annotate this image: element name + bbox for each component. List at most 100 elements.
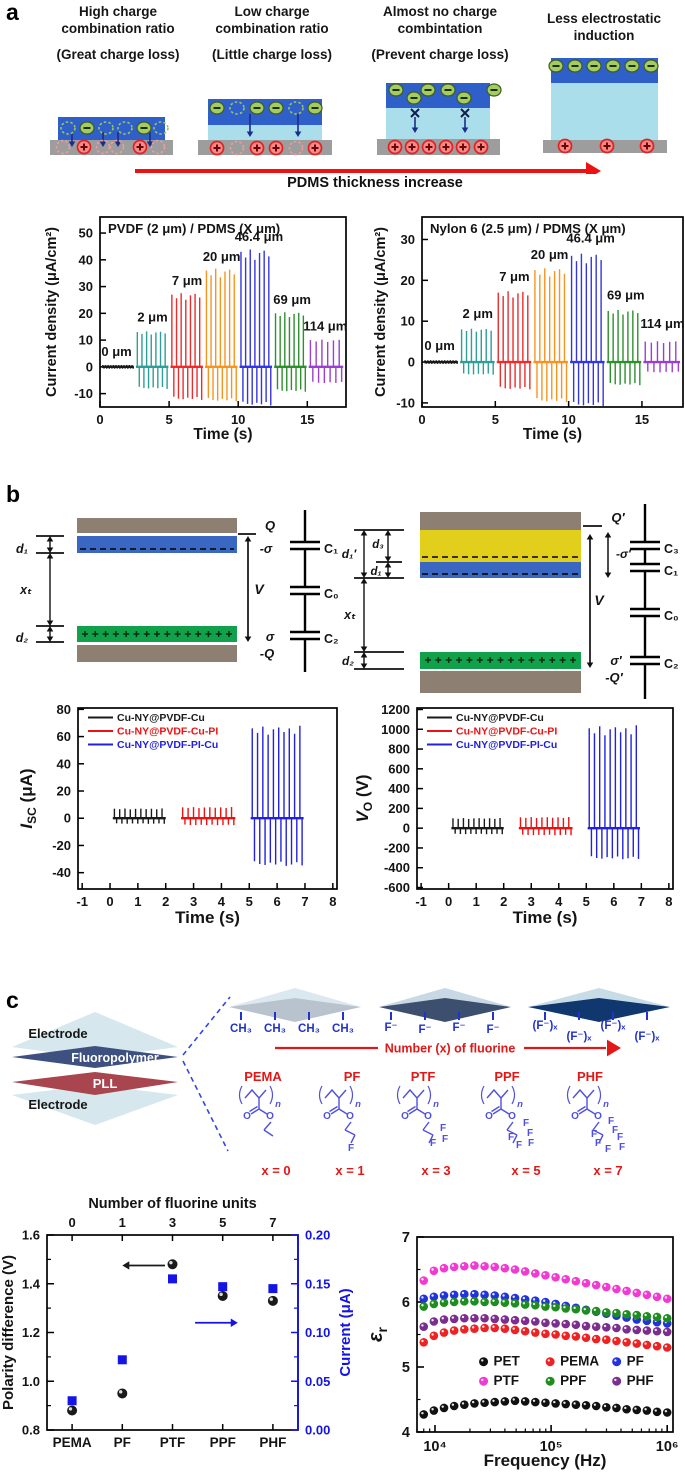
group-label: 2 μm	[463, 306, 493, 321]
y-tick-label: 6	[402, 1295, 410, 1311]
y-tick-label: -600	[384, 880, 410, 895]
chem-F: F	[527, 1128, 533, 1139]
polymer-name: PEMA	[244, 1069, 282, 1084]
header-line: combination ratio	[61, 21, 175, 36]
legend-entry: PEMA	[560, 1354, 599, 1369]
y-tick-label: -400	[384, 860, 410, 875]
group-label: 2 μm	[137, 309, 167, 324]
x-axis-label: Time (s)	[175, 908, 240, 927]
device-electrode-top: Electrode	[28, 1026, 87, 1041]
x-tick-label: 10⁴	[423, 1439, 446, 1455]
fluorine-arrow-label: Number (x) of fluorine	[385, 1042, 516, 1056]
chart-permittivity: 10⁴ 10⁵ 10⁶ 4 5 6 7 Frequency (Hz) εr PET PEMA PF PT…	[360, 1192, 685, 1474]
group-label: 20 μm	[203, 249, 241, 264]
y-tick-label: 1.2	[22, 1325, 40, 1340]
surface-unit-label: (F⁻)ₓ	[533, 1020, 559, 1032]
dim-d2: d₂	[16, 631, 29, 645]
legend-entry: Cu-NY@PVDF-PI-Cu	[117, 739, 218, 751]
x-tick-label: 0	[418, 412, 425, 427]
capacitor-label: C₁	[324, 542, 338, 556]
legend-entry: PHF	[627, 1373, 654, 1388]
device-electrode-bottom: Electrode	[28, 1097, 87, 1112]
y-axis-label: Current density (μA/cm²)	[44, 227, 60, 397]
y-tick-label: 1000	[381, 722, 410, 737]
category-label: PF	[114, 1435, 131, 1450]
chem-n: n	[275, 1099, 281, 1110]
y-tick-label: -10	[74, 386, 93, 401]
y-tick-label: 20	[79, 306, 93, 321]
device-fluoropolymer: Fluoropolymer	[71, 1051, 159, 1065]
y-tick-label-right: 0.05	[305, 1374, 330, 1389]
y-tick-label: 20	[57, 784, 71, 799]
x-tick-label: 10	[231, 412, 245, 427]
header-line: Less electrostatic	[546, 11, 662, 26]
x-tick-label: 4	[218, 894, 226, 909]
y-tick-label: -20	[52, 838, 71, 853]
header-line: combintation	[397, 21, 483, 36]
category-label: PEMA	[53, 1435, 92, 1450]
x-tick-label: 5	[165, 412, 172, 427]
x-tick-label: -1	[76, 894, 88, 909]
x-tick-label: 15	[635, 412, 649, 427]
surface-unit-label: (F⁻)ₓ	[567, 1031, 593, 1043]
y-tick-label-right: 0.20	[305, 1228, 330, 1243]
x-tick-label: 8	[665, 894, 672, 909]
legend-entry: Cu-NY@PVDF-Cu	[456, 712, 544, 724]
x-tick-label: 4	[555, 894, 563, 909]
capacitor-label: C₂	[664, 657, 679, 671]
surface-unit-label: F⁻	[452, 1022, 465, 1034]
charge-minus-sigma: -σ	[260, 542, 273, 556]
header-line: Almost no charge	[382, 4, 498, 19]
y-axis-label: ISC (μA)	[17, 768, 39, 828]
top-tick-label: 0	[68, 1215, 75, 1230]
chem-O: O	[424, 1111, 432, 1122]
legend-entry: PTF	[494, 1373, 520, 1388]
x-tick-label: 3	[528, 894, 535, 909]
x-axis-label: Time (s)	[523, 426, 582, 443]
charge-minus-sigma-prime: -σ′	[616, 547, 632, 561]
y-axis-label: Current density (μA/cm²)	[373, 227, 389, 397]
chart-vo: -1 0 1 2 3 4 5 6 7 8 -600 -400 -200 0 200 400 600 800 1000…	[340, 698, 685, 952]
chem-F: F	[612, 1125, 618, 1136]
y-tick-label: 200	[388, 801, 410, 816]
y-tick-label: -40	[52, 865, 71, 880]
y-tick-label: 1.4	[22, 1276, 41, 1291]
y-tick-label: 600	[388, 761, 410, 776]
surface-unit-label: F⁻	[384, 1022, 397, 1034]
header-line: combination ratio	[215, 21, 329, 36]
chem-F: F	[605, 1144, 611, 1155]
capacitor-model-right: d₁′ d₃ d₁ xₜ d₂ Q′ -σ′ Vσ′ -Q′ C₃ C₁ C₀ C₂	[342, 504, 679, 699]
y-axis-label: VO (V)	[353, 774, 375, 822]
dim-d1-prime: d₁′	[342, 547, 358, 561]
y-tick-label: 0	[408, 355, 415, 370]
chem-O: O	[571, 1111, 579, 1122]
voltage-V: V	[254, 581, 265, 597]
y-tick-label: 0	[403, 821, 410, 836]
y-tick-label: 40	[57, 756, 71, 771]
chem-F: F	[591, 1129, 597, 1140]
y-tick-label-right: 0.15	[305, 1276, 330, 1291]
pdms-arrow-label: PDMS thickness increase	[287, 175, 463, 191]
chem-n: n	[355, 1099, 361, 1110]
surface-unit-label: F⁻	[486, 1024, 499, 1036]
y-tick-label: 50	[79, 226, 93, 241]
x-tick-label: 2	[500, 894, 507, 909]
capacitor-label: C₀	[664, 609, 679, 623]
panel-b-label: b	[6, 481, 21, 507]
surface-unit-label: CH₃	[298, 1023, 320, 1035]
chart-svg-permittivity: 10⁴ 10⁵ 10⁶ 4 5 6 7 Frequency (Hz) εr PET PEMA PF PT…	[365, 1230, 679, 1470]
dim-xt: xₜ	[19, 583, 32, 597]
y-tick-label: -200	[384, 840, 410, 855]
y-tick-label-right: 0.00	[305, 1423, 330, 1438]
y-tick-label: 10	[401, 314, 415, 329]
x-tick-label: 5	[583, 894, 590, 909]
y-tick-label: 4	[402, 1425, 410, 1441]
charge-Q: Q	[265, 518, 275, 533]
chem-O: O	[594, 1111, 602, 1122]
x-tick-label: 5	[492, 412, 499, 427]
device-pll: PLL	[93, 1076, 118, 1091]
x-tick-label: 6	[610, 894, 617, 909]
chart-pvdf-pdms: 0 5 10 15 -10 0 10 20 30 40 50 Time (s) Current dens…	[0, 202, 348, 454]
x-tick-label: 1	[473, 894, 480, 909]
